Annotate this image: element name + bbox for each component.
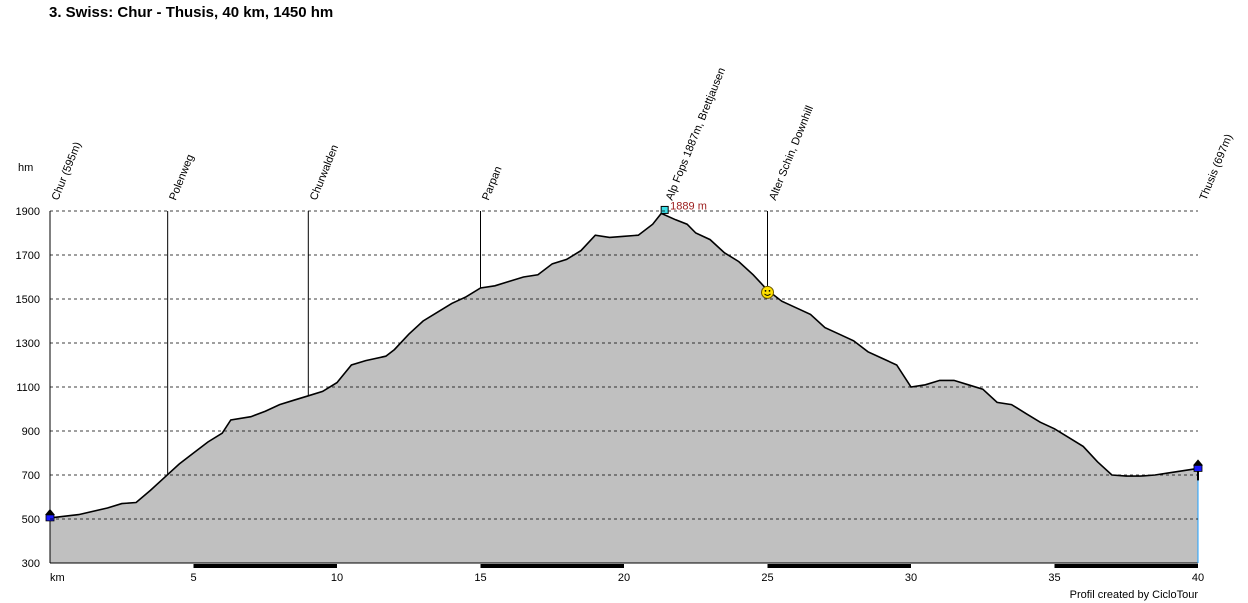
waypoint-label-6: Alter Schin, Downhill	[767, 104, 816, 202]
chart-title: 3. Swiss: Chur - Thusis, 40 km, 1450 hm	[49, 4, 334, 21]
waypoint-label-2: Polenweg	[167, 153, 196, 202]
end-marker	[1193, 459, 1203, 481]
credit-text: Profil created by CicloTour	[1069, 589, 1198, 601]
tick-labels: 300 500 700 900 1100 1300 1500 1700 1900 hm km 5 10 1…	[16, 162, 1205, 584]
x-tick-label-35: 35	[1048, 572, 1060, 584]
x-axis-label: km	[50, 572, 65, 584]
waypoint-label-1: Chur (595m)	[50, 140, 84, 202]
y-tick-label-900: 900	[22, 426, 40, 438]
y-tick-label-1700: 1700	[16, 250, 40, 262]
y-tick-label-1500: 1500	[16, 294, 40, 306]
scale-bar-segment-2	[480, 564, 624, 568]
scale-bar-segment-3	[767, 564, 911, 568]
y-tick-label-1300: 1300	[16, 338, 40, 350]
x-tick-label-20: 20	[618, 572, 630, 584]
waypoint-label-7: Thusis (697m)	[1198, 132, 1235, 202]
x-tick-label-15: 15	[474, 572, 486, 584]
axes	[49, 211, 1199, 568]
profile-area	[49, 212, 1199, 563]
start-marker-roof	[45, 508, 55, 515]
x-tick-label-10: 10	[331, 572, 343, 584]
y-tick-label-700: 700	[22, 470, 40, 482]
scale-bar-segment-1	[193, 564, 337, 568]
smiley-icon	[761, 285, 774, 299]
smiley-eye-right	[768, 290, 771, 292]
end-marker-roof	[1193, 459, 1203, 466]
end-marker-body	[1193, 464, 1203, 472]
smiley-eye-left	[764, 290, 767, 292]
profile-fill	[50, 213, 1198, 563]
x-tick-label-40: 40	[1192, 572, 1204, 584]
x-tick-label-25: 25	[761, 572, 773, 584]
y-axis-label: hm	[18, 162, 33, 174]
peak-marker	[660, 205, 669, 214]
start-marker	[45, 508, 55, 522]
profile-line	[49, 212, 1199, 519]
waypoint-label-3: Churwalden	[308, 143, 341, 202]
peak-label: 1889 m	[670, 200, 707, 212]
x-tick-label-30: 30	[905, 572, 917, 584]
smiley-face	[761, 285, 774, 299]
y-tick-label-1100: 1100	[16, 382, 40, 394]
smiley-mouth	[764, 293, 771, 296]
markers: 1889 m	[45, 200, 1203, 522]
scale-bar-segment-4	[1054, 564, 1198, 568]
grid-lines	[50, 210, 1198, 520]
y-tick-label-1900: 1900	[16, 206, 40, 218]
y-tick-label-300: 300	[22, 558, 40, 570]
start-marker-body	[45, 514, 55, 522]
waypoint-label-5: Alp Fops 1887m, Brettjausen	[664, 66, 728, 202]
waypoint-label-4: Parpan	[480, 165, 504, 202]
y-tick-label-500: 500	[22, 514, 40, 526]
x-tick-label-5: 5	[190, 572, 196, 584]
